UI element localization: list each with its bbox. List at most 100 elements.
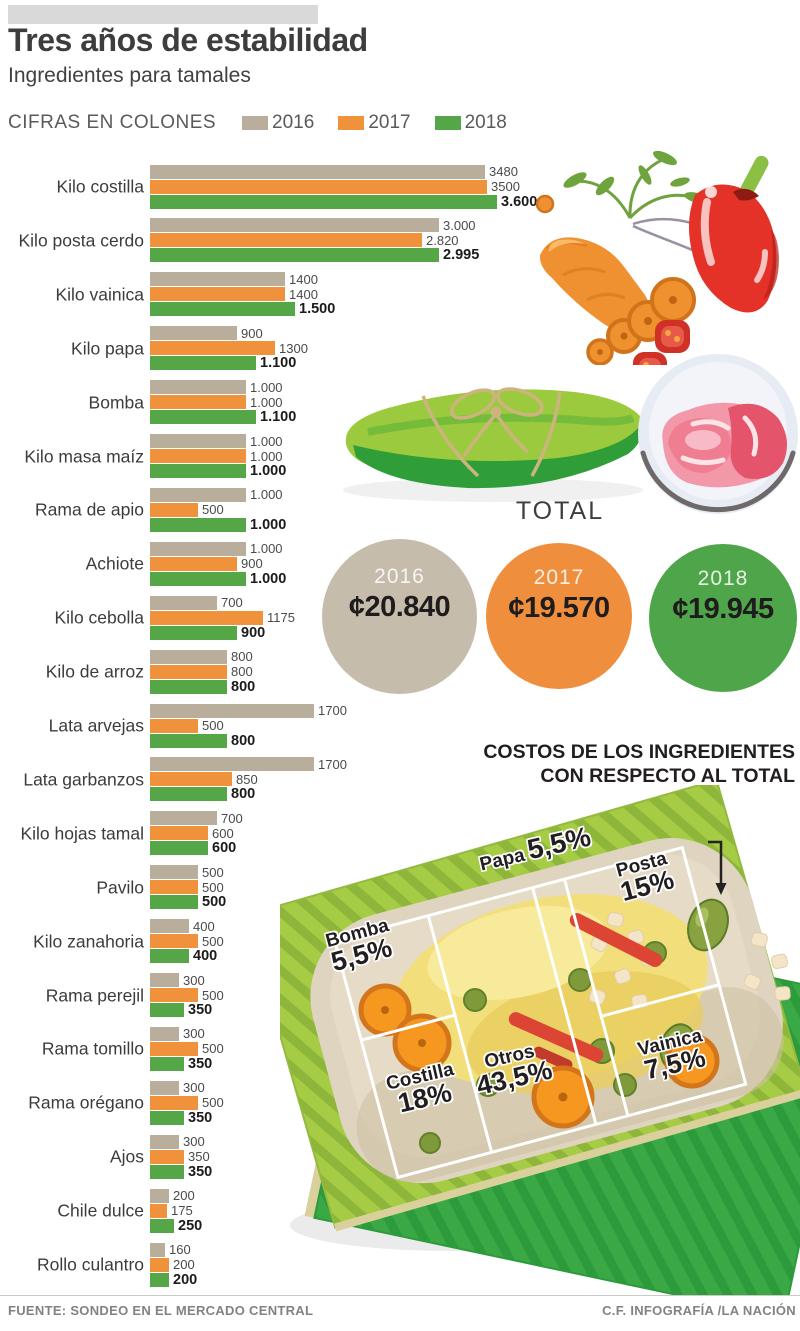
bar-2017 (150, 395, 246, 410)
bar-value-label: 1.000 (250, 394, 283, 410)
bar-2018 (150, 517, 246, 532)
bar-2017 (150, 1095, 198, 1110)
bar-value-label: 700 (221, 810, 243, 826)
legend-swatch-2018 (434, 116, 461, 130)
chart-bar-group: 400 500 400 (150, 919, 224, 964)
chile-pepper-icon (688, 155, 779, 313)
bar-value-label: 500 (202, 1041, 224, 1057)
footer-credit: C.F. INFOGRAFÍA /LA NACIÓN (602, 1303, 796, 1318)
bar-2018 (150, 625, 237, 640)
bar-value-label: 1400 (289, 286, 318, 302)
bar-2016 (150, 811, 217, 826)
chart-category-label: Rama perejil (45, 985, 144, 1005)
bar-value-label: 2.820 (426, 232, 459, 248)
chart-category-label: Kilo masa maíz (24, 446, 144, 466)
bar-2018 (150, 410, 256, 425)
chart-category-label: Rama tomillo (41, 1038, 144, 1059)
chart-bar-group: 3.000 2.820 2.995 (150, 218, 479, 263)
bar-value-label: 350 (188, 1002, 213, 1018)
bar-value-label: 400 (193, 948, 218, 965)
legend-swatch-2016 (242, 116, 269, 130)
total-amount: ¢19.570 (508, 592, 610, 624)
total-year: 2017 (533, 566, 585, 589)
papa-arrow-icon (708, 840, 727, 895)
chart-category-label: Chile dulce (57, 1200, 144, 1221)
chart-category-label: Kilo vainica (55, 284, 144, 305)
chart-bar-group: 700 600 600 (150, 811, 243, 856)
bar-2017 (150, 179, 487, 194)
bar-value-label: 300 (183, 1134, 205, 1150)
bar-2017 (150, 287, 285, 302)
chart-bar-group: 300 500 350 (150, 1026, 224, 1072)
chart-bar-group: 1.000 1.000 1.000 (150, 434, 286, 479)
bar-value-label: 600 (212, 840, 237, 857)
bar-value-label: 160 (169, 1242, 191, 1257)
chart-bar-group: 3480 3500 3.600 (150, 164, 537, 210)
legend-year-label: 2016 (272, 112, 315, 133)
bar-2016 (150, 757, 314, 772)
bar-2016 (150, 380, 246, 395)
chart-row: Kilo hojas tamal 700 600 600 (6, 811, 586, 857)
bar-2016 (150, 1080, 179, 1095)
bar-value-label: 700 (221, 595, 243, 611)
bar-2017 (150, 610, 263, 625)
bar-value-label: 1400 (289, 271, 318, 287)
bar-2017 (150, 1149, 184, 1164)
bar-2018 (150, 949, 189, 964)
chart-category-label: Rollo culantro (37, 1254, 144, 1275)
bar-value-label: 1700 (318, 703, 347, 718)
bar-value-label: 1.000 (250, 379, 283, 395)
bar-value-label: 500 (202, 879, 224, 895)
bar-value-label: 850 (236, 771, 258, 787)
chart-row: Bomba 1.000 1.000 1.100 (6, 380, 586, 426)
bar-value-label: 350 (188, 1109, 213, 1126)
bar-value-label: 500 (202, 502, 224, 518)
bar-value-label: 2.995 (443, 247, 480, 264)
chart-row: Rama de apio 1.000 500 1.000 (6, 487, 586, 533)
bar-2018 (150, 895, 198, 910)
carrot-icon (535, 194, 649, 331)
chart-category-label: Kilo cebolla (54, 607, 145, 628)
total-circle-2017: 2017 ¢19.570 (486, 543, 632, 689)
chile-strip-icons (508, 913, 663, 1071)
bar-2018 (150, 733, 227, 748)
cost-share-title-line1: COSTOS DE LOS INGREDIENTES (483, 741, 795, 763)
chart-bar-group: 160 200 200 (150, 1242, 197, 1288)
total-year: 2016 (374, 565, 425, 588)
chart-bar-group: 1400 1400 1.500 (150, 272, 335, 317)
bar-2016 (150, 865, 198, 880)
bar-2018 (150, 571, 246, 586)
bar-2018 (150, 1218, 174, 1233)
bar-2016 (150, 487, 246, 502)
chart-row: Ajos 300 350 350 (6, 1134, 586, 1180)
cost-share-title-line2: CON RESPECTO AL TOTAL (540, 765, 795, 788)
chart-category-label: Achiote (85, 553, 144, 574)
totals-heading: TOTAL (515, 497, 605, 525)
bar-2018 (150, 841, 208, 856)
bar-2018 (150, 464, 246, 478)
legend-units-label: CIFRAS EN COLONES (8, 112, 217, 133)
bar-value-label: 3480 (489, 164, 518, 179)
bar-value-label: 300 (183, 1080, 205, 1096)
chart-row: Kilo posta cerdo 3.000 2.820 2.995 (6, 218, 586, 264)
legend-item-2018: 2018 (434, 112, 507, 134)
total-year: 2018 (697, 567, 749, 590)
chart-bar-group: 300 500 350 (150, 973, 224, 1018)
legend-year-label: 2017 (368, 112, 411, 133)
chart-row: Kilo vainica 1400 1400 1.500 (6, 272, 586, 318)
banana-leaves-tamale-illustration (280, 785, 800, 1295)
bar-value-label: 175 (171, 1203, 193, 1219)
bar-value-label: 1300 (279, 340, 308, 356)
bar-value-label: 1175 (267, 610, 295, 626)
bar-value-label: 350 (188, 1163, 213, 1180)
bar-value-label: 200 (173, 1188, 195, 1204)
chart-category-label: Kilo posta cerdo (18, 230, 145, 251)
chart-bar-group: 300 350 350 (150, 1134, 213, 1180)
chart-category-label: Kilo papa (71, 338, 144, 359)
bar-value-label: 800 (231, 664, 253, 680)
bar-value-label: 1.000 (250, 516, 287, 533)
chart-category-label: Lata arvejas (48, 715, 144, 736)
total-amount: ¢19.945 (672, 593, 774, 625)
bar-value-label: 800 (231, 678, 256, 695)
chart-row: Rama tomillo 300 500 350 (6, 1026, 586, 1072)
